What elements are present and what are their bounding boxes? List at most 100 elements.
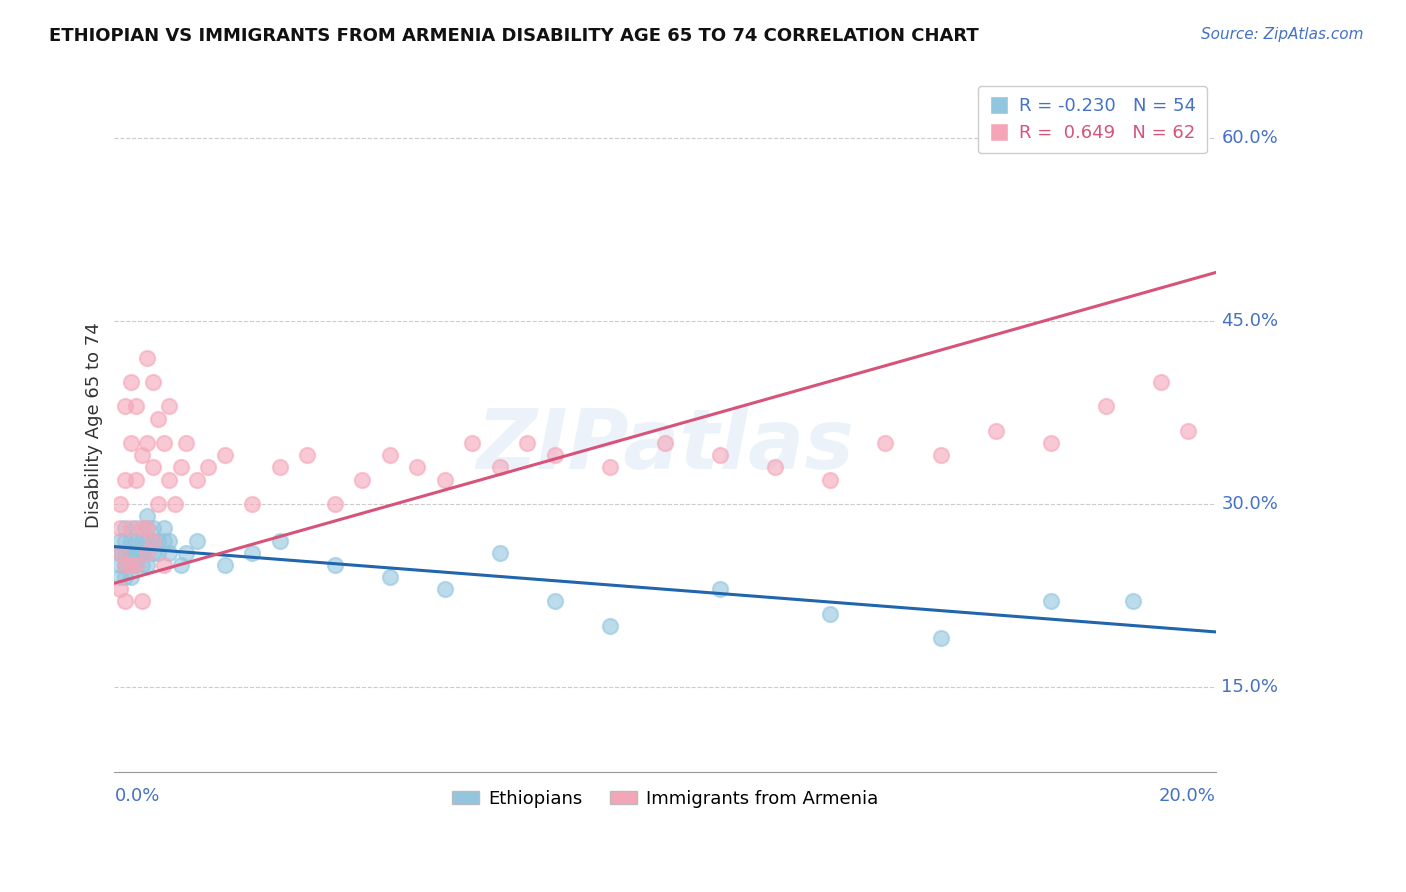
Point [120, 533, 142, 548]
Point [461, 436, 484, 450]
Point [1094, 400, 1116, 414]
Point [120, 558, 142, 572]
Point [709, 448, 731, 462]
Point [114, 400, 136, 414]
Point [169, 460, 191, 475]
Point [114, 570, 136, 584]
Point [120, 436, 142, 450]
Point [125, 533, 148, 548]
Point [197, 460, 219, 475]
Text: 60.0%: 60.0% [1222, 129, 1278, 147]
Point [1122, 594, 1144, 608]
Point [108, 582, 131, 597]
Point [114, 521, 136, 535]
Point [544, 594, 567, 608]
Point [153, 533, 176, 548]
Point [131, 448, 153, 462]
Point [120, 375, 142, 389]
Point [142, 460, 165, 475]
Point [153, 436, 176, 450]
Point [875, 436, 897, 450]
Point [169, 558, 191, 572]
Point [108, 546, 131, 560]
Point [1039, 594, 1062, 608]
Point [599, 619, 621, 633]
Point [1039, 436, 1062, 450]
Point [163, 497, 186, 511]
Point [131, 521, 153, 535]
Point [516, 436, 538, 450]
Point [148, 546, 170, 560]
Point [406, 460, 429, 475]
Point [120, 521, 142, 535]
Point [114, 533, 136, 548]
Point [599, 460, 621, 475]
Text: 30.0%: 30.0% [1222, 495, 1278, 513]
Point [131, 546, 153, 560]
Point [929, 448, 952, 462]
Point [214, 558, 236, 572]
Point [148, 533, 170, 548]
Point [323, 558, 346, 572]
Point [108, 533, 131, 548]
Point [131, 594, 153, 608]
Point [763, 460, 786, 475]
Point [125, 473, 148, 487]
Point [984, 424, 1007, 438]
Point [125, 521, 148, 535]
Point [378, 448, 401, 462]
Point [114, 594, 136, 608]
Point [114, 546, 136, 560]
Y-axis label: Disability Age 65 to 74: Disability Age 65 to 74 [86, 322, 103, 528]
Point [120, 558, 142, 572]
Point [142, 375, 165, 389]
Point [136, 558, 159, 572]
Point [114, 473, 136, 487]
Point [352, 473, 374, 487]
Point [131, 546, 153, 560]
Point [820, 607, 842, 621]
Point [120, 546, 142, 560]
Point [174, 546, 197, 560]
Point [159, 400, 181, 414]
Point [159, 546, 181, 560]
Text: 15.0%: 15.0% [1222, 678, 1278, 696]
Point [108, 546, 131, 560]
Text: 20.0%: 20.0% [1159, 787, 1216, 805]
Point [186, 533, 208, 548]
Point [114, 558, 136, 572]
Text: Source: ZipAtlas.com: Source: ZipAtlas.com [1201, 27, 1364, 42]
Point [240, 497, 263, 511]
Point [114, 558, 136, 572]
Text: ETHIOPIAN VS IMMIGRANTS FROM ARMENIA DISABILITY AGE 65 TO 74 CORRELATION CHART: ETHIOPIAN VS IMMIGRANTS FROM ARMENIA DIS… [49, 27, 979, 45]
Point [433, 473, 456, 487]
Point [108, 570, 131, 584]
Point [120, 570, 142, 584]
Point [1150, 375, 1173, 389]
Point [214, 448, 236, 462]
Point [108, 546, 131, 560]
Point [489, 460, 512, 475]
Text: 45.0%: 45.0% [1222, 312, 1278, 330]
Point [125, 558, 148, 572]
Point [654, 436, 676, 450]
Point [136, 521, 159, 535]
Point [378, 570, 401, 584]
Point [929, 631, 952, 645]
Point [108, 558, 131, 572]
Point [323, 497, 346, 511]
Point [136, 351, 159, 365]
Point [153, 558, 176, 572]
Point [1177, 424, 1199, 438]
Point [186, 473, 208, 487]
Point [148, 411, 170, 425]
Point [159, 473, 181, 487]
Point [269, 533, 291, 548]
Point [544, 448, 567, 462]
Point [136, 533, 159, 548]
Point [142, 533, 165, 548]
Legend: Ethiopians, Immigrants from Armenia: Ethiopians, Immigrants from Armenia [446, 782, 886, 815]
Point [153, 521, 176, 535]
Point [125, 558, 148, 572]
Point [820, 473, 842, 487]
